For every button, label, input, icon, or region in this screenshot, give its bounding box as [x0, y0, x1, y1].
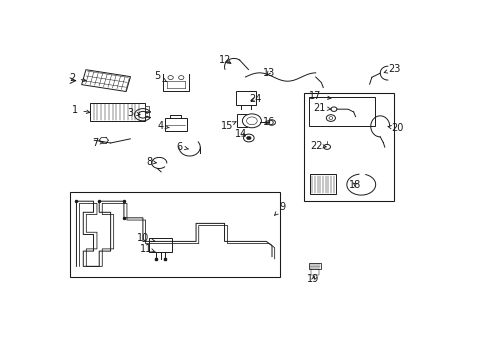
Text: 7: 7: [92, 138, 104, 148]
Bar: [149, 238, 172, 252]
Bar: [310, 174, 336, 194]
Text: 10: 10: [137, 233, 155, 243]
Circle shape: [324, 144, 330, 149]
Text: 15: 15: [220, 121, 236, 131]
Circle shape: [326, 115, 336, 121]
Bar: [145, 106, 149, 111]
Text: 14: 14: [235, 129, 247, 139]
Bar: [309, 97, 375, 126]
Text: 4: 4: [158, 121, 170, 131]
Text: 12: 12: [219, 55, 231, 65]
Text: 11: 11: [140, 244, 155, 254]
Bar: [236, 91, 256, 105]
Text: 8: 8: [146, 157, 156, 167]
Text: 19: 19: [307, 274, 319, 284]
Polygon shape: [82, 70, 130, 91]
Text: 22: 22: [310, 141, 326, 151]
Text: 2: 2: [70, 73, 86, 83]
Circle shape: [178, 76, 184, 80]
Circle shape: [329, 117, 333, 120]
Circle shape: [168, 76, 173, 80]
Bar: [309, 263, 321, 269]
Text: 23: 23: [384, 64, 400, 74]
Circle shape: [244, 134, 254, 142]
Text: 20: 20: [388, 123, 404, 133]
Text: 3: 3: [127, 108, 140, 118]
Text: 21: 21: [313, 103, 331, 113]
Bar: [90, 103, 145, 121]
Bar: [165, 118, 187, 131]
Bar: [145, 112, 149, 117]
Text: 13: 13: [263, 68, 275, 78]
Circle shape: [331, 107, 337, 111]
Text: 9: 9: [274, 202, 286, 215]
Bar: [70, 192, 280, 278]
Circle shape: [268, 120, 275, 125]
Text: 17: 17: [309, 91, 331, 102]
Text: 16: 16: [263, 117, 275, 127]
Text: 24: 24: [249, 94, 261, 104]
Text: 6: 6: [177, 142, 188, 152]
Text: 5: 5: [154, 72, 166, 82]
Text: 1: 1: [72, 105, 90, 115]
Circle shape: [246, 117, 257, 125]
Text: 18: 18: [349, 180, 361, 190]
Bar: [237, 114, 247, 127]
Circle shape: [243, 114, 261, 128]
Circle shape: [246, 136, 251, 140]
Bar: [304, 93, 393, 201]
